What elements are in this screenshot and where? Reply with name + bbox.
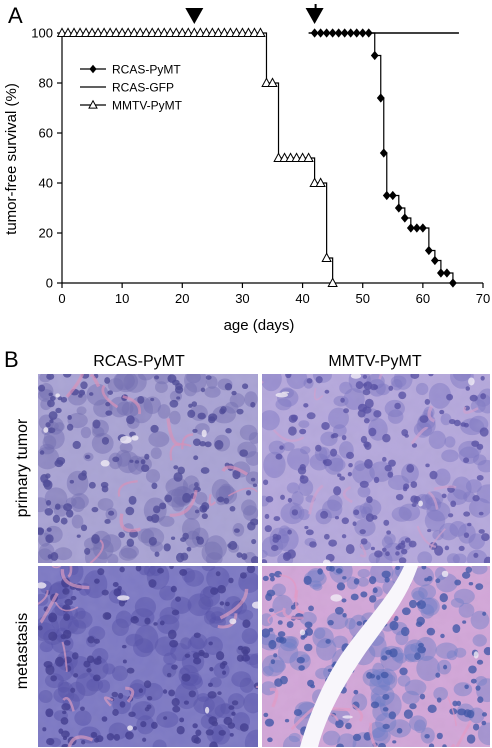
histology-panel-rcas-primary <box>38 374 258 563</box>
histology-grid <box>38 374 490 747</box>
x-tick-label-2: 20 <box>175 291 189 306</box>
x-tick-label-6: 60 <box>416 291 430 306</box>
y-tick-label-2: 40 <box>39 176 53 191</box>
series-0-point-17 <box>406 223 415 233</box>
annotation-arrow-head-1 <box>305 8 324 24</box>
series-0-point-16 <box>400 213 409 223</box>
y-axis-ticks: 0 20 40 60 80 100 <box>31 26 62 291</box>
histology-lumen <box>300 566 418 747</box>
x-tick-label-7: 70 <box>476 291 490 306</box>
histology-labels: RCAS-PyMT MMTV-PyMT primary tumor metast… <box>14 353 422 689</box>
panel-b-label: B <box>4 347 19 372</box>
legend-marker-0 <box>89 64 97 74</box>
series-0-point-2 <box>322 28 331 38</box>
annotation-arrow-head-0 <box>185 8 204 24</box>
x-axis-ticks: 0 10 20 30 40 50 60 70 <box>58 283 490 306</box>
series-0-point-14 <box>388 190 397 201</box>
series-0-point-22 <box>436 268 445 278</box>
series-0-point-13 <box>382 190 391 201</box>
annotation-arrow-0 <box>185 8 204 24</box>
series-0-point-6 <box>346 28 355 38</box>
histology-panel-rcas-metastasis <box>38 566 258 747</box>
series-0-point-19 <box>418 223 427 233</box>
series-2-point-43 <box>315 177 326 187</box>
histology-texture-3 <box>262 566 490 747</box>
chart-annotations <box>185 4 324 24</box>
series-2-point-44 <box>321 252 332 262</box>
x-tick-label-3: 30 <box>235 291 249 306</box>
x-tick-label-0: 0 <box>58 291 65 306</box>
series-0-point-11 <box>376 93 385 103</box>
series-2-point-35 <box>267 77 278 87</box>
y-tick-label-5: 100 <box>31 26 53 41</box>
chart-axes <box>61 33 483 284</box>
series-0-point-9 <box>364 28 373 38</box>
annotation-arrow-1 <box>305 4 324 24</box>
legend-label-2: MMTV-PyMT <box>112 99 183 113</box>
row-label-metastasis: metastasis <box>14 613 31 689</box>
series-0-point-10 <box>370 50 379 61</box>
series-0-point-1 <box>316 28 325 38</box>
series-0-point-18 <box>412 223 421 233</box>
series-0-point-12 <box>379 148 388 158</box>
y-tick-label-4: 80 <box>39 76 53 91</box>
series-0-point-7 <box>352 28 361 38</box>
panel-a-label: A <box>8 3 23 28</box>
series-0-point-20 <box>424 245 433 256</box>
x-tick-label-5: 50 <box>355 291 369 306</box>
histology-texture-2 <box>38 566 258 747</box>
series-0-point-4 <box>334 28 343 38</box>
chart-legend: RCAS-PyMT RCAS-GFP MMTV-PyMT <box>80 63 183 113</box>
y-tick-label-0: 0 <box>46 276 53 291</box>
series-markers <box>56 27 457 288</box>
x-tick-label-1: 10 <box>115 291 129 306</box>
series-0-point-24 <box>449 278 457 288</box>
y-axis-label: tumor-free survival (%) <box>3 83 20 235</box>
row-label-primary: primary tumor <box>14 418 31 517</box>
series-0-point-8 <box>358 28 367 38</box>
column-label-rcas: RCAS-PyMT <box>93 353 185 370</box>
series-2-point-41 <box>303 152 314 162</box>
series-0-point-0 <box>310 28 319 38</box>
histology-panel-mmtv-metastasis <box>262 566 490 747</box>
histology-texture-1 <box>262 374 490 563</box>
series-line-0 <box>314 32 454 283</box>
legend-label-0: RCAS-PyMT <box>112 63 181 77</box>
y-tick-label-3: 60 <box>39 126 53 141</box>
column-label-mmtv: MMTV-PyMT <box>328 353 422 370</box>
series-0-point-21 <box>430 255 439 266</box>
legend-label-1: RCAS-GFP <box>112 81 174 95</box>
series-0-point-15 <box>394 203 403 213</box>
x-axis-label: age (days) <box>224 317 295 334</box>
series-2-point-45 <box>327 277 338 287</box>
histology-texture-0 <box>38 374 258 563</box>
series-2-point-33 <box>255 27 266 37</box>
x-tick-label-4: 40 <box>295 291 309 306</box>
series-0-point-23 <box>443 268 451 278</box>
series-0-point-3 <box>328 28 337 38</box>
series-0-point-5 <box>340 28 349 38</box>
y-tick-label-1: 20 <box>39 226 53 241</box>
legend-marker-2 <box>88 99 98 109</box>
histology-panel-mmtv-primary <box>262 374 490 563</box>
